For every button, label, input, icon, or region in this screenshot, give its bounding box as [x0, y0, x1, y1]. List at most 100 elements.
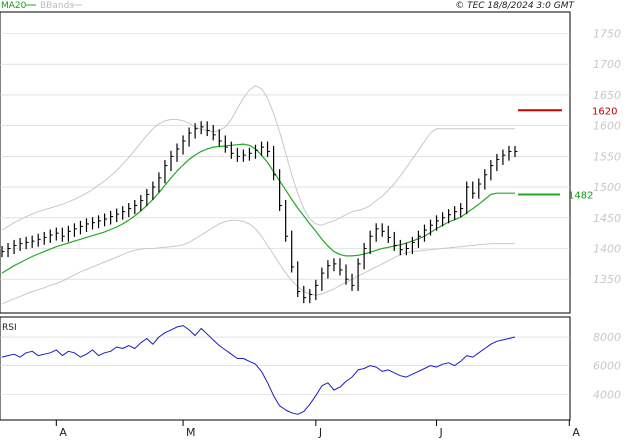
price-bar [164, 160, 168, 184]
price-bar [303, 285, 307, 304]
price-bar [61, 227, 65, 242]
price-bar [31, 235, 35, 248]
price-bar [297, 261, 301, 298]
price-tick-label: 1750 [593, 28, 621, 41]
price-tick-label: 1550 [593, 150, 621, 163]
price-bar [242, 149, 246, 162]
price-bar [146, 188, 150, 207]
price-bar [411, 236, 415, 255]
price-axis-ticks: 1350 1400 1450 1500 1550 1600 1650 1700 1750 [593, 28, 621, 287]
price-bar [387, 225, 391, 243]
price-bar [272, 145, 277, 181]
price-bar [134, 199, 138, 215]
price-bar [91, 217, 96, 230]
price-bar [224, 135, 228, 153]
price-tick-label: 1400 [593, 243, 621, 256]
price-bar [152, 181, 156, 200]
price-tick-label: 1700 [593, 58, 621, 71]
price-bar [399, 239, 403, 256]
bollinger-upper-band [1, 85, 515, 231]
rsi-line [1, 325, 516, 415]
price-bar [254, 144, 258, 159]
price-bar [122, 206, 126, 220]
price-bar [43, 231, 47, 245]
price-bar [466, 181, 470, 215]
price-bar [333, 258, 337, 272]
price-bar [212, 125, 216, 141]
price-bar [279, 169, 283, 212]
price-tick-label: 1500 [593, 181, 621, 194]
price-bar [393, 231, 397, 251]
price-tick-label: 1600 [593, 120, 621, 133]
price-bar [478, 178, 482, 199]
price-bar [176, 143, 180, 162]
price-bar [13, 239, 17, 255]
rsi-panel [0, 316, 571, 421]
ma20-line [1, 143, 515, 274]
price-bar [230, 141, 234, 159]
price-bar [315, 279, 319, 301]
price-bar [116, 208, 120, 223]
price-bar [351, 273, 355, 291]
price-bar [285, 199, 289, 242]
rsi-series [1, 325, 516, 415]
price-bar [103, 213, 108, 227]
price-bar [188, 127, 192, 147]
price-bar [484, 169, 488, 190]
price-bar [327, 260, 331, 279]
legend-ma20-label: MA20 [1, 1, 27, 11]
price-bar [25, 236, 29, 250]
rsi-axis-ticks: 4000 6000 8000 [593, 331, 621, 401]
price-bar [423, 224, 427, 242]
price-grid [0, 33, 570, 280]
bollinger-bands [1, 85, 515, 305]
price-tick-label: 1450 [593, 212, 621, 225]
price-bar [417, 230, 421, 248]
price-bar [194, 123, 198, 139]
price-bar [128, 203, 132, 218]
support-level-label: 1482 [568, 190, 593, 201]
price-bar [200, 121, 204, 135]
rsi-tick-label: 4000 [593, 388, 621, 401]
price-bar [369, 230, 373, 255]
price-bar [291, 230, 295, 273]
price-bar [309, 289, 313, 304]
price-bar [55, 227, 59, 241]
price-bar [236, 147, 240, 162]
price-bar [182, 135, 186, 155]
price-bar [448, 209, 452, 224]
price-bar [7, 242, 11, 258]
price-bar [248, 147, 252, 161]
month-label: A [59, 426, 67, 439]
price-bar [1, 246, 5, 258]
price-bar [158, 172, 162, 193]
price-bar [73, 223, 77, 237]
price-bar [321, 267, 325, 291]
price-bar [405, 242, 409, 256]
price-bar [110, 211, 114, 225]
rsi-panel-title: RSI [2, 323, 17, 333]
price-bar [37, 233, 41, 247]
price-tick-label: 1350 [593, 273, 621, 286]
price-bar [79, 220, 83, 235]
copyright-timestamp: © TEC 18/8/2024 3:0 GMT [455, 1, 575, 11]
rsi-tick-label: 8000 [593, 331, 621, 344]
price-bar [140, 195, 144, 212]
price-bar [339, 258, 343, 276]
price-bar [496, 153, 500, 172]
price-bar [206, 121, 210, 137]
resistance-level-label: 1620 [592, 106, 617, 117]
price-panel-frame [0, 11, 571, 314]
price-panel [0, 11, 571, 314]
price-bars [1, 121, 518, 304]
month-label: A [572, 426, 580, 439]
ma20-series [1, 143, 515, 274]
price-bar [170, 150, 174, 172]
price-bar [381, 223, 385, 237]
price-bar [218, 129, 222, 147]
price-bar [375, 223, 379, 242]
rsi-panel-frame [0, 316, 571, 421]
price-bar [435, 215, 440, 231]
rsi-grid [0, 336, 570, 395]
